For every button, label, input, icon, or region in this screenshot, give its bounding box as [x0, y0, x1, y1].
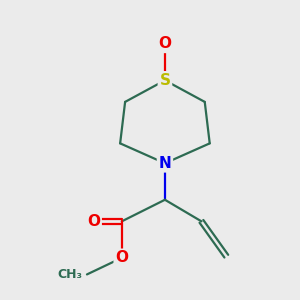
- Text: N: N: [159, 156, 171, 171]
- Text: O: O: [115, 250, 128, 265]
- Text: O: O: [87, 214, 100, 229]
- Text: O: O: [158, 36, 171, 51]
- Text: S: S: [159, 73, 170, 88]
- Text: CH₃: CH₃: [57, 268, 82, 281]
